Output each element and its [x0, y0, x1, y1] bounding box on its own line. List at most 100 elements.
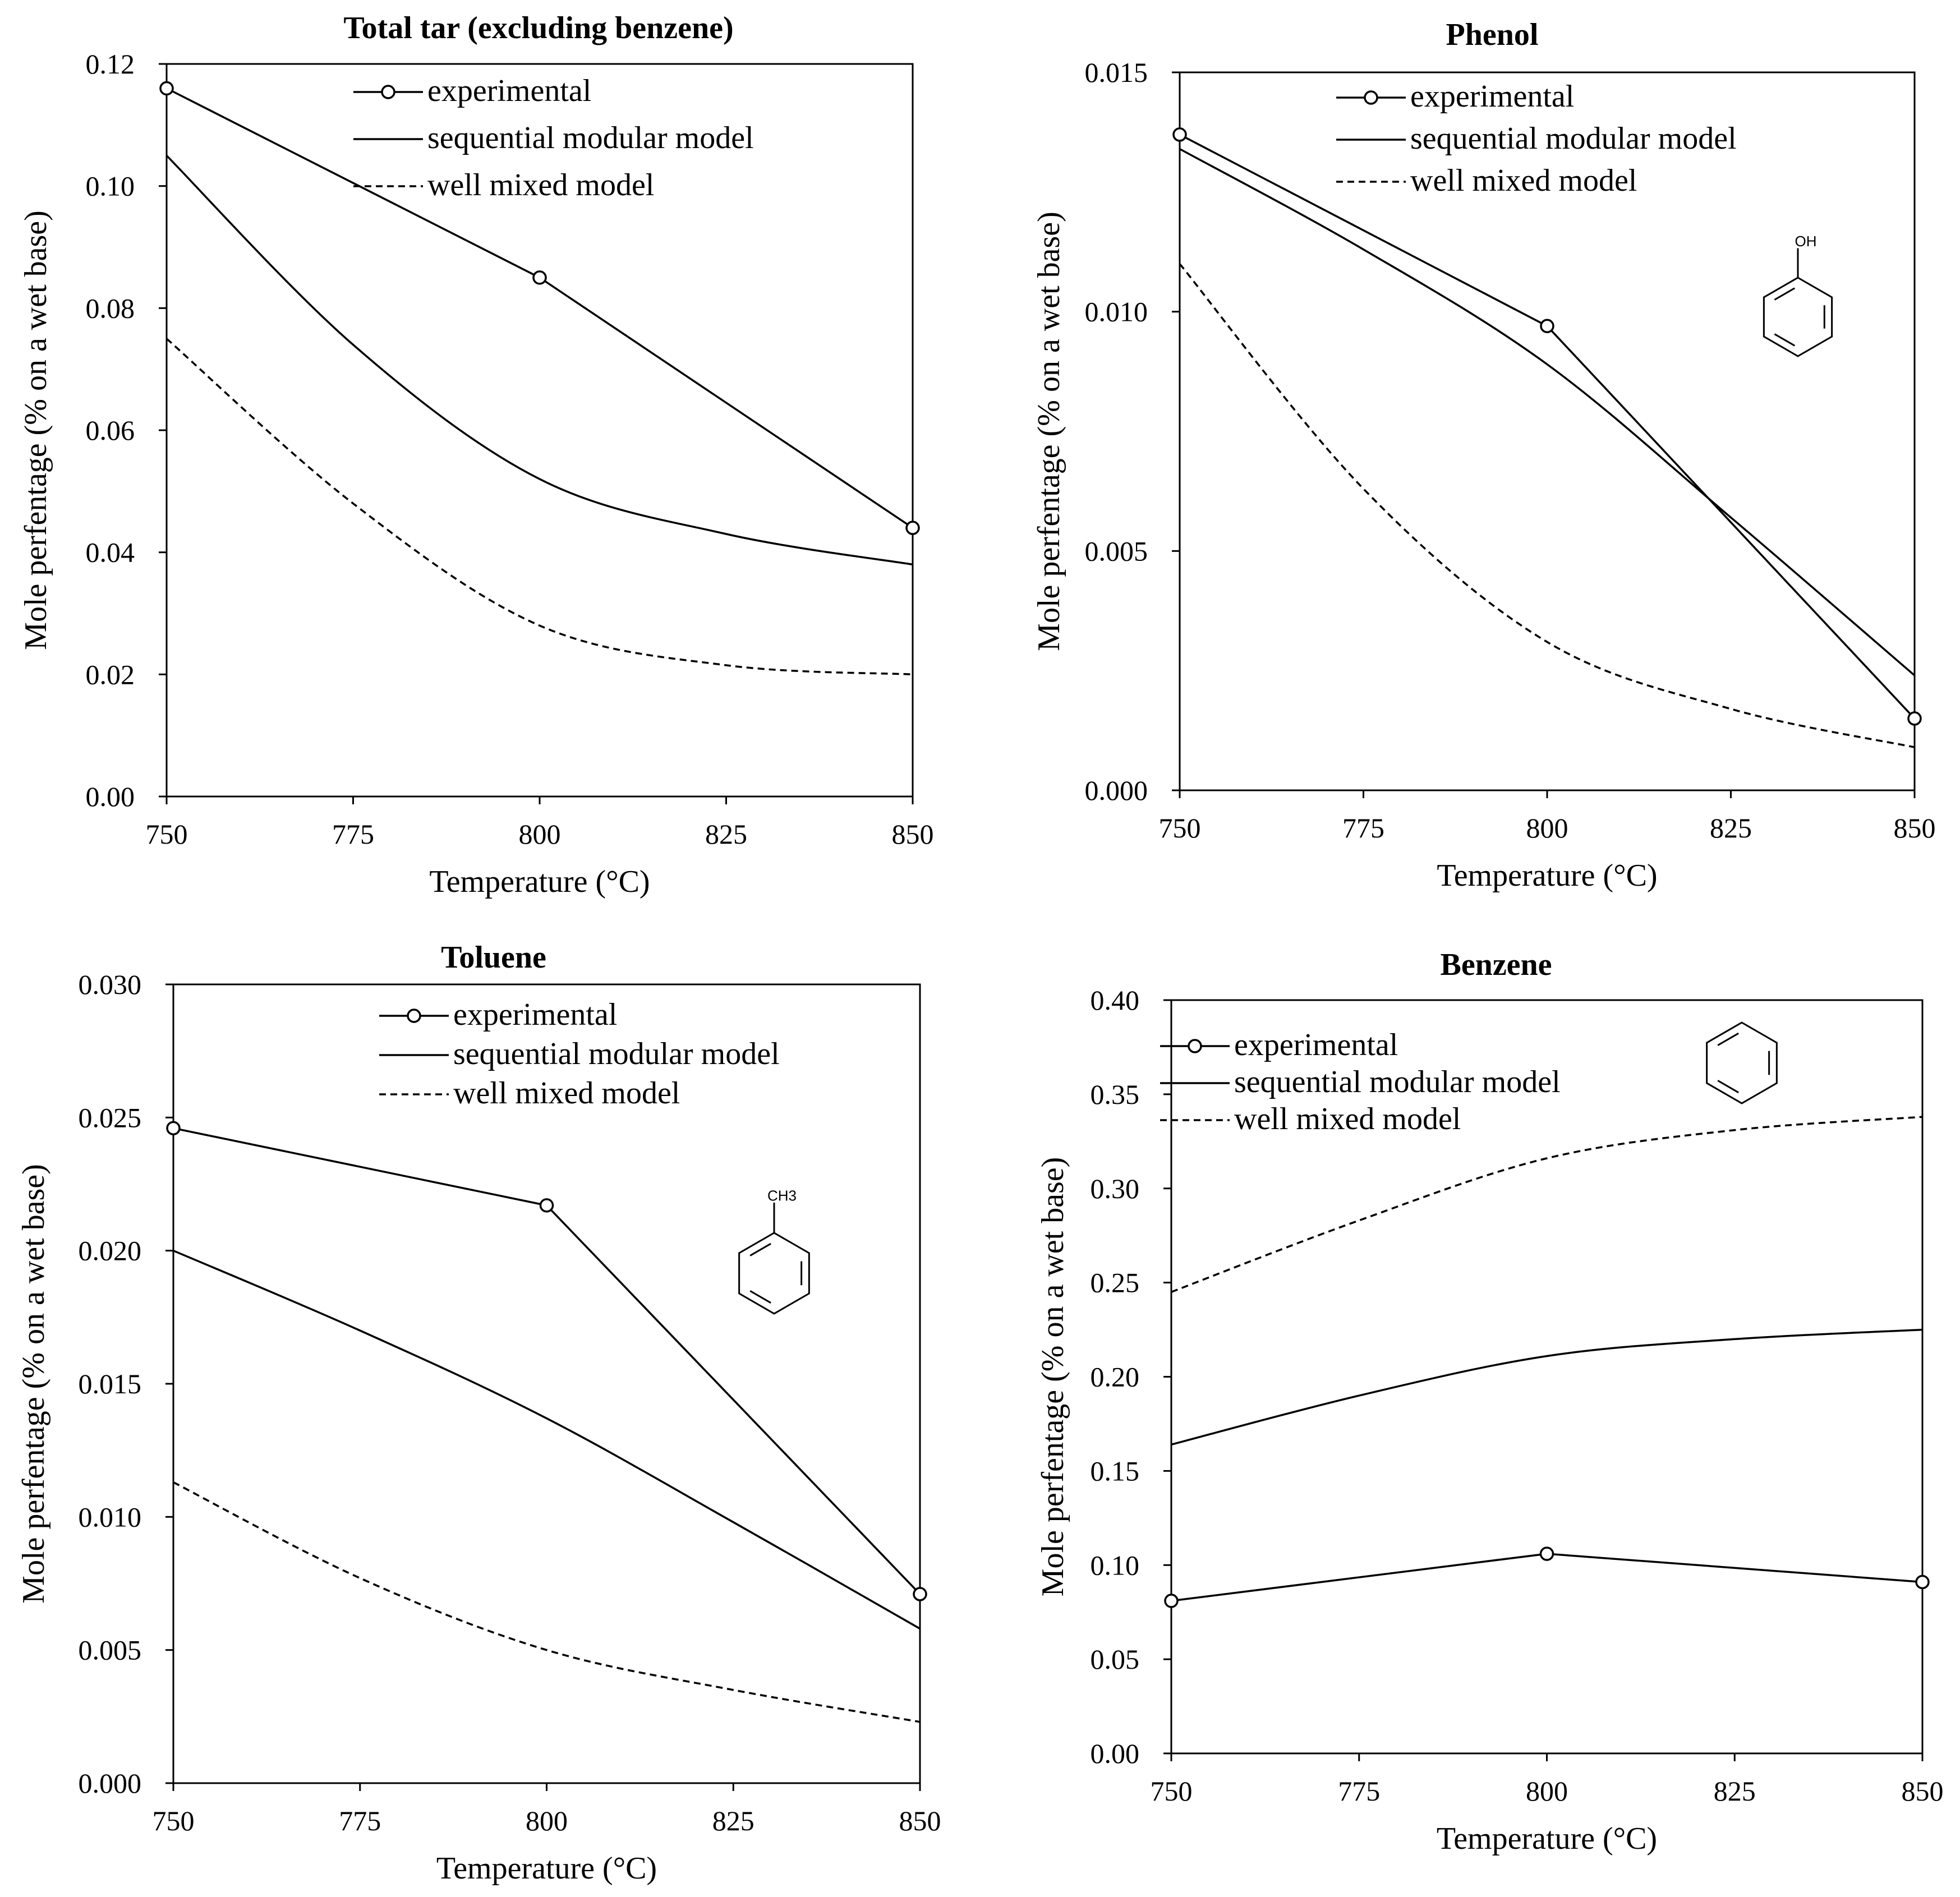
x-tick-label: 750	[1159, 812, 1201, 844]
x-axis-label: Temperature (°C)	[429, 864, 650, 899]
y-axis-label: Mole perfentage (% on a wet base)	[19, 210, 53, 650]
y-tick-label: 0.30	[1091, 1173, 1140, 1204]
double-bond-line	[749, 1290, 771, 1304]
series-line-1	[165, 155, 913, 566]
substituent-label: OH	[1795, 233, 1817, 250]
panel-total_tar: Total tar (excluding benzene) 750 775 800 82…	[19, 11, 934, 899]
y-tick-label: 0.02	[86, 659, 135, 690]
legend-entry: well mixed model	[453, 1076, 680, 1111]
y-tick-label: 0.40	[1091, 984, 1140, 1016]
data-point-marker	[539, 1198, 554, 1213]
x-tick-label: 825	[1714, 1775, 1756, 1807]
series-line-2	[173, 1481, 921, 1723]
y-tick-label: 0.06	[86, 415, 135, 446]
molecule-structure: CH3	[738, 1187, 810, 1315]
series-line-1	[1179, 148, 1916, 676]
y-tick-label: 0.005	[1085, 535, 1148, 567]
double-bond-line	[1774, 333, 1796, 347]
y-tick-label: 0.015	[1085, 57, 1148, 88]
data-point-marker	[1539, 1546, 1554, 1561]
y-tick-label: 0.25	[1091, 1267, 1140, 1299]
x-tick-label: 850	[1894, 812, 1936, 844]
legend-entry: experimental	[1234, 1028, 1398, 1062]
chart-title: Phenol	[1446, 17, 1539, 52]
y-tick-label: 0.000	[1085, 775, 1148, 806]
x-tick-label: 800	[526, 1805, 568, 1836]
double-bond-line	[1717, 1080, 1739, 1094]
y-tick-label: 0.04	[86, 537, 135, 568]
y-tick-label: 0.10	[86, 171, 135, 202]
x-tick-label: 800	[1526, 812, 1568, 844]
legend-entry: experimental	[453, 997, 617, 1032]
y-tick-label: 0.025	[79, 1102, 142, 1133]
benzene-ring-icon	[738, 1232, 810, 1315]
molecule-structure	[1706, 1021, 1778, 1104]
data-point-marker	[1172, 127, 1187, 142]
x-tick-label: 750	[146, 818, 188, 850]
x-axis-label: Temperature (°C)	[436, 1851, 657, 1886]
data-point-marker	[1915, 1574, 1930, 1590]
series-line-2	[1179, 263, 1915, 748]
y-axis-label: Mole perfentage (% on a wet base)	[1032, 211, 1066, 651]
y-tick-label: 0.05	[1091, 1643, 1140, 1675]
y-tick-label: 0.20	[1091, 1361, 1140, 1393]
y-tick-label: 0.005	[79, 1634, 142, 1666]
data-point-marker	[1907, 711, 1922, 726]
legend-entry: sequential modular model	[1410, 121, 1737, 156]
x-tick-label: 750	[1151, 1775, 1193, 1807]
series-line-0	[1179, 133, 1916, 720]
x-tick-label: 850	[1902, 1775, 1944, 1807]
series-line-1	[173, 1250, 921, 1630]
x-tick-label: 775	[1338, 1775, 1380, 1807]
x-axis-label: Temperature (°C)	[1437, 1821, 1657, 1856]
y-tick-label: 0.000	[79, 1767, 142, 1799]
data-point-marker	[1540, 319, 1554, 334]
series-line-2	[1171, 1116, 1923, 1293]
legend-entry: well mixed model	[427, 168, 654, 202]
x-tick-label: 775	[1342, 812, 1384, 844]
data-point-marker	[905, 521, 920, 535]
series-line-1	[1171, 1328, 1923, 1446]
y-axis-label: Mole perfentage (% on a wet base)	[16, 1164, 51, 1604]
x-tick-label: 800	[519, 818, 561, 850]
data-point-marker	[1164, 1594, 1179, 1608]
legend-marker	[1364, 90, 1378, 105]
molecule-structure: OH	[1763, 233, 1833, 357]
chart-title: Toluene	[441, 940, 546, 975]
legend-entry: sequential modular model	[453, 1037, 780, 1071]
legend-marker	[407, 1009, 421, 1023]
legend-entry: experimental	[1410, 79, 1574, 114]
x-tick-label: 850	[899, 1805, 941, 1836]
chart-title: Benzene	[1440, 947, 1552, 982]
y-tick-label: 0.020	[79, 1235, 142, 1267]
data-point-marker	[166, 1121, 181, 1136]
series-line-0	[173, 1127, 921, 1595]
y-tick-label: 0.12	[86, 48, 135, 80]
y-axis-label: Mole perfentage (% on a wet base)	[1036, 1157, 1070, 1597]
legend-marker	[1188, 1039, 1202, 1053]
x-tick-label: 825	[1710, 812, 1752, 844]
x-tick-label: 850	[892, 818, 934, 850]
x-tick-label: 750	[153, 1805, 195, 1836]
legend-marker	[381, 85, 395, 99]
panel-benzene: Benzene 750 775 800 825 850 0.00 0.05 0.10 0.15 0.…	[1036, 947, 1944, 1856]
x-tick-label: 775	[332, 818, 374, 850]
y-tick-label: 0.00	[86, 781, 135, 812]
data-point-marker	[913, 1587, 927, 1601]
y-tick-label: 0.15	[1091, 1455, 1140, 1486]
series-line-2	[165, 338, 913, 676]
y-tick-label: 0.10	[1091, 1549, 1140, 1581]
y-tick-label: 0.030	[79, 969, 142, 1000]
x-tick-label: 775	[339, 1805, 381, 1836]
y-tick-label: 0.08	[86, 292, 135, 324]
x-tick-label: 800	[1526, 1775, 1568, 1807]
panel-phenol: Phenol 750 775 800 825 850 0.000 0.005 0.010 0.01…	[1032, 17, 1936, 893]
x-tick-label: 825	[705, 818, 747, 850]
panel-toluene: Toluene 750 775 800 825 850 0.000 0.005 0.010 0.0…	[16, 940, 941, 1886]
x-tick-label: 825	[712, 1805, 754, 1836]
substituent-label: CH3	[767, 1187, 797, 1204]
x-axis-label: Temperature (°C)	[1437, 858, 1657, 893]
legend-entry: experimental	[427, 73, 591, 108]
y-tick-label: 0.015	[79, 1368, 142, 1399]
